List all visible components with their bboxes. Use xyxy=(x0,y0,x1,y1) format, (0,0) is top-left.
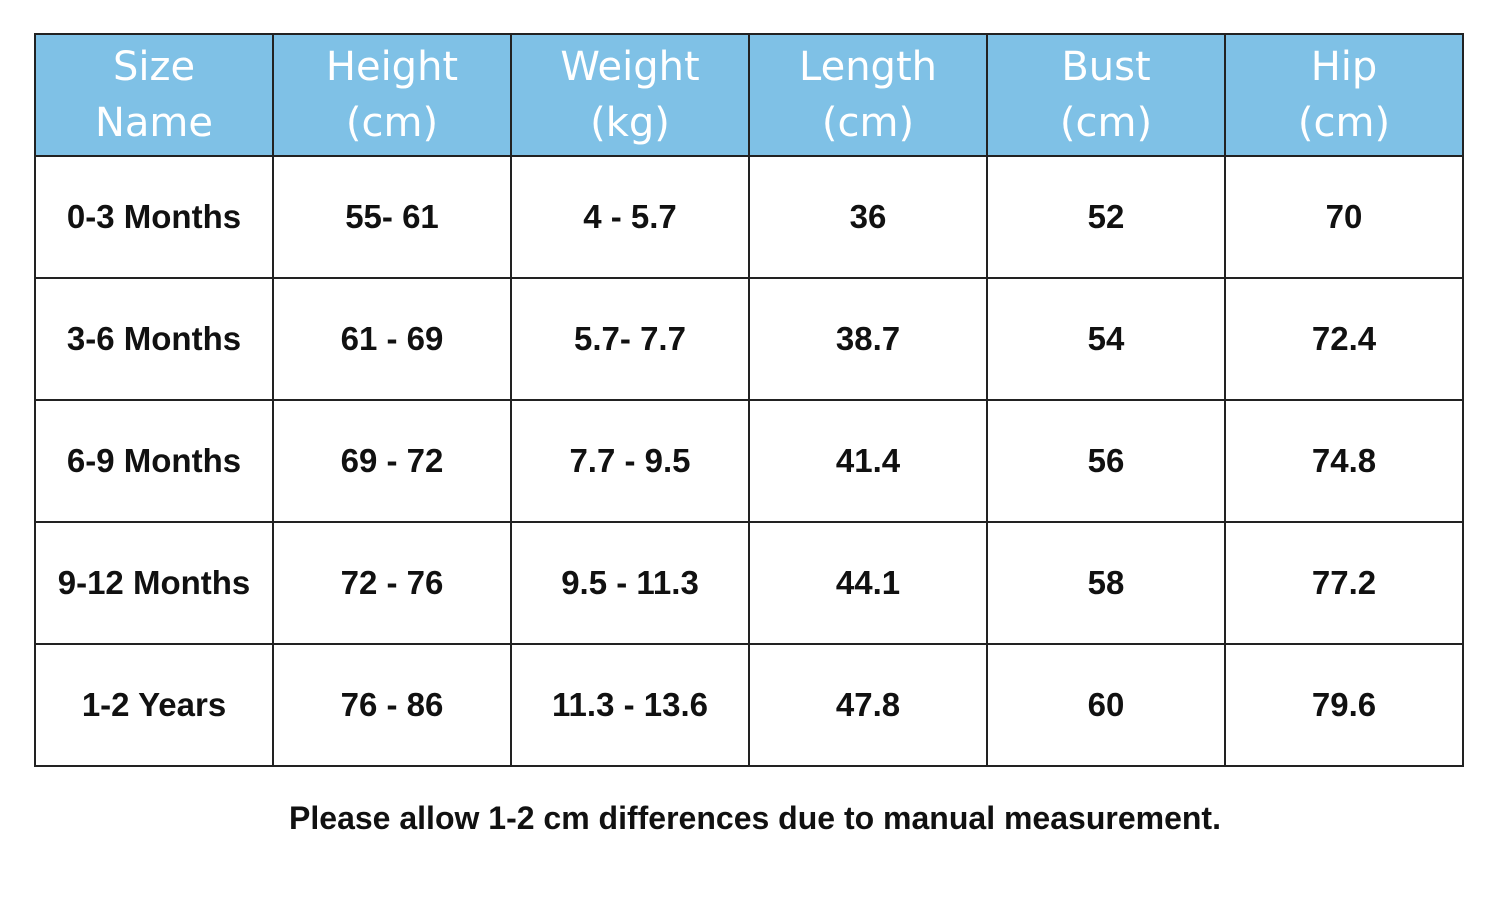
cell-text: 54 xyxy=(1087,320,1125,357)
table-cell: 61 - 69 xyxy=(274,279,512,401)
cell-text: 58 xyxy=(1087,564,1125,601)
header-cell: Size Name xyxy=(36,35,274,157)
table-cell: 6-9 Months xyxy=(36,401,274,523)
table-cell: 11.3 - 13.6 xyxy=(512,645,750,767)
cell-text: 52 xyxy=(1087,198,1125,235)
header-cell: Height (cm) xyxy=(274,35,512,157)
cell-text: 38.7 xyxy=(835,320,901,357)
table-cell: 41.4 xyxy=(750,401,988,523)
cell-text: 70 xyxy=(1325,198,1363,235)
table-cell: 76 - 86 xyxy=(274,645,512,767)
header-text: Hip xyxy=(1310,44,1378,90)
header-text: Weight xyxy=(560,44,700,90)
header-text: (cm) xyxy=(1059,100,1153,146)
cell-text: 36 xyxy=(849,198,887,235)
table-cell: 72 - 76 xyxy=(274,523,512,645)
cell-text: 79.6 xyxy=(1311,686,1377,723)
cell-text: 4 - 5.7 xyxy=(583,198,677,235)
cell-text: 1-2 Years xyxy=(81,686,227,723)
table-cell: 56 xyxy=(988,401,1226,523)
header-text: (cm) xyxy=(821,100,915,146)
cell-text: 55- 61 xyxy=(345,198,439,235)
cell-text: 74.8 xyxy=(1311,442,1377,479)
header-cell: Bust (cm) xyxy=(988,35,1226,157)
table-cell: 7.7 - 9.5 xyxy=(512,401,750,523)
header-text: Bust xyxy=(1061,44,1151,90)
cell-text: 72 - 76 xyxy=(340,564,444,601)
table-cell: 52 xyxy=(988,157,1226,279)
table-cell: 69 - 72 xyxy=(274,401,512,523)
table-cell: 77.2 xyxy=(1226,523,1464,645)
header-cell: Length (cm) xyxy=(750,35,988,157)
header-text: Size xyxy=(112,44,196,90)
table-cell: 79.6 xyxy=(1226,645,1464,767)
table-cell: 38.7 xyxy=(750,279,988,401)
header-text: Name xyxy=(94,100,213,146)
table-cell: 60 xyxy=(988,645,1226,767)
cell-text: 56 xyxy=(1087,442,1125,479)
cell-text: 41.4 xyxy=(835,442,901,479)
table-cell: 44.1 xyxy=(750,523,988,645)
header-text: (cm) xyxy=(1297,100,1391,146)
cell-text: 0-3 Months xyxy=(66,198,242,235)
table-cell: 36 xyxy=(750,157,988,279)
cell-text: 7.7 - 9.5 xyxy=(569,442,691,479)
cell-text: 6-9 Months xyxy=(66,442,242,479)
cell-text: 3-6 Months xyxy=(66,320,242,357)
cell-text: 44.1 xyxy=(835,564,901,601)
table-cell: 47.8 xyxy=(750,645,988,767)
cell-text: 5.7- 7.7 xyxy=(574,320,686,357)
table-cell: 54 xyxy=(988,279,1226,401)
table-cell: 0-3 Months xyxy=(36,157,274,279)
table-cell: 5.7- 7.7 xyxy=(512,279,750,401)
cell-text: 77.2 xyxy=(1311,564,1377,601)
header-cell: Weight (kg) xyxy=(512,35,750,157)
note: Please allow 1-2 cm differences due to m… xyxy=(289,800,1221,836)
size-table: Size Name Height (cm) Weight (kg) Length (cm) Bu… xyxy=(34,33,1464,767)
cell-text: 47.8 xyxy=(835,686,901,723)
header-cell: Hip (cm) xyxy=(1226,35,1464,157)
table-cell: 58 xyxy=(988,523,1226,645)
header-text: Length xyxy=(799,44,937,90)
table-cell: 1-2 Years xyxy=(36,645,274,767)
cell-text: 76 - 86 xyxy=(340,686,444,723)
table-cell: 9-12 Months xyxy=(36,523,274,645)
header-text: (kg) xyxy=(590,100,670,146)
table-cell: 74.8 xyxy=(1226,401,1464,523)
table-cell: 3-6 Months xyxy=(36,279,274,401)
cell-text: 60 xyxy=(1087,686,1125,723)
cell-text: 9-12 Months xyxy=(57,564,251,601)
header-text: (cm) xyxy=(345,100,439,146)
table-cell: 70 xyxy=(1226,157,1464,279)
table-cell: 4 - 5.7 xyxy=(512,157,750,279)
table-cell: 55- 61 xyxy=(274,157,512,279)
table-cell: 9.5 - 11.3 xyxy=(512,523,750,645)
header-text: Height xyxy=(325,44,459,90)
cell-text: 11.3 - 13.6 xyxy=(552,686,708,723)
cell-text: 61 - 69 xyxy=(340,320,444,357)
cell-text: 69 - 72 xyxy=(340,442,444,479)
table-cell: 72.4 xyxy=(1226,279,1464,401)
cell-text: 9.5 - 11.3 xyxy=(561,564,699,601)
cell-text: 72.4 xyxy=(1311,320,1377,357)
